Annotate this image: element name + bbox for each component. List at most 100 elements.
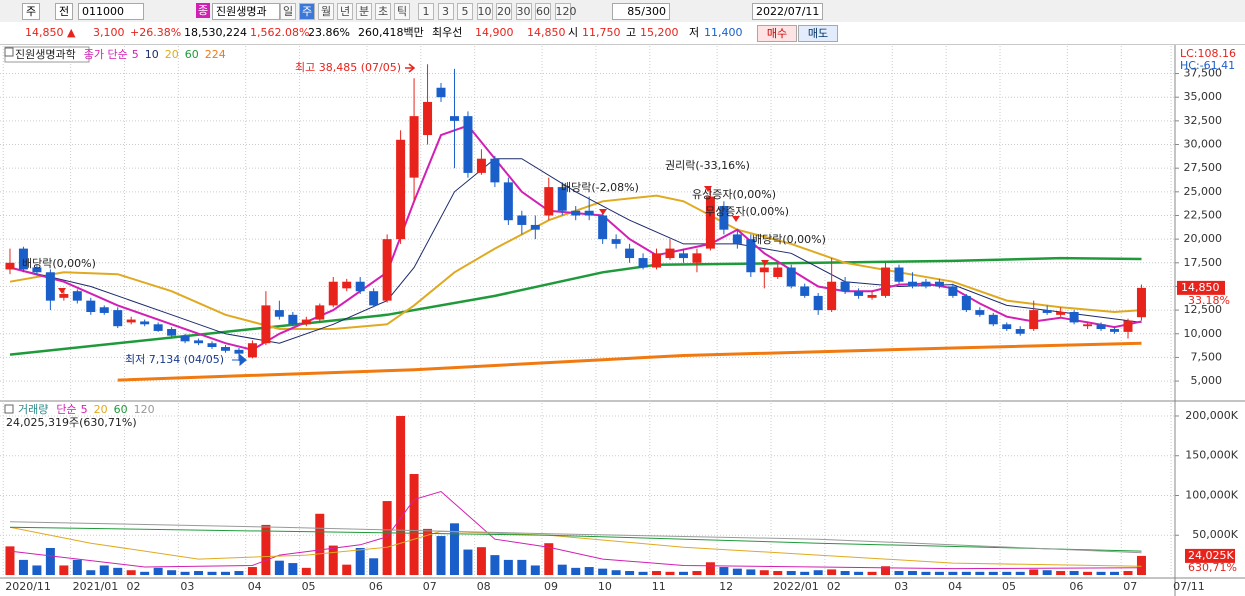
- volume-bar: [355, 547, 365, 575]
- period-button[interactable]: 년: [337, 3, 353, 20]
- volume-bar: [907, 571, 917, 575]
- candle-body: [638, 258, 648, 268]
- candle-body: [301, 319, 311, 325]
- candle-body: [894, 267, 904, 282]
- volume-bar: [5, 546, 15, 575]
- last-volume-box: [1185, 548, 1235, 563]
- volume-bar: [301, 567, 311, 575]
- open: 11,750: [582, 26, 621, 39]
- count[interactable]: 85/300: [612, 3, 670, 20]
- interval-button[interactable]: 3: [437, 3, 454, 20]
- candle-body: [247, 343, 257, 358]
- volume-bar: [732, 568, 742, 575]
- volume-bar: [167, 570, 177, 575]
- candle-body: [59, 294, 69, 298]
- volume-bar: [638, 571, 648, 575]
- x-tick-label: 07/11: [1173, 580, 1205, 593]
- candle-body: [800, 286, 810, 296]
- y-tick-label: 37,500: [1184, 67, 1223, 80]
- candle-body: [5, 262, 15, 270]
- volume-bar: [719, 567, 729, 575]
- interval-button[interactable]: 120: [554, 3, 577, 20]
- period-button[interactable]: 월: [318, 3, 334, 20]
- interval-button[interactable]: 30: [515, 3, 532, 20]
- candle-body: [652, 253, 662, 268]
- turnover: 23.86%: [308, 26, 350, 39]
- x-tick-label: 10: [598, 580, 612, 593]
- interval-button[interactable]: 1: [418, 3, 434, 20]
- candle-body: [746, 239, 756, 273]
- period-button[interactable]: 분: [356, 3, 372, 20]
- volume-bar: [72, 559, 82, 575]
- volume-bar: [557, 564, 567, 575]
- volume-bar: [678, 571, 688, 575]
- volume-bar: [705, 562, 715, 575]
- ma-line: [9, 256, 1142, 356]
- volume-bar: [625, 571, 635, 575]
- period-button[interactable]: 일: [280, 3, 296, 20]
- volume-bar: [665, 571, 675, 575]
- event-marker: [58, 288, 66, 294]
- volume-bar: [1029, 569, 1039, 575]
- legend-box: [4, 47, 14, 57]
- high-label: 고: [626, 26, 637, 39]
- volume-info: 24,025,319주(630,71%): [6, 416, 137, 429]
- y-tick-label: 200,000K: [1185, 409, 1238, 422]
- volume-bar: [867, 571, 877, 575]
- x-tick-label: 02: [126, 580, 140, 593]
- candle-body: [274, 310, 284, 317]
- volume-bar: [813, 570, 823, 575]
- last-price-label: 14,850: [1181, 281, 1220, 294]
- legend-box: [4, 404, 14, 414]
- volume-bar: [220, 571, 230, 575]
- interval-button[interactable]: 60: [535, 3, 551, 20]
- volume-bar: [1002, 571, 1012, 575]
- legend-entry: 5: [132, 48, 139, 61]
- candle-body: [907, 281, 917, 287]
- interval-button[interactable]: 10: [476, 3, 493, 20]
- arrow: [232, 353, 248, 367]
- volume-bar: [369, 558, 379, 575]
- period-select[interactable]: 주: [22, 3, 41, 20]
- period-button[interactable]: 초: [375, 3, 391, 20]
- volume-bar: [800, 571, 810, 575]
- interval-button[interactable]: 5: [457, 3, 473, 20]
- candle-body: [948, 286, 958, 296]
- sell-button[interactable]: 매도: [798, 25, 838, 42]
- date[interactable]: 2022/07/11: [752, 3, 824, 20]
- candle-body: [867, 294, 877, 298]
- ma-line: [9, 124, 1142, 351]
- candle-body: [813, 295, 823, 311]
- period-button[interactable]: 주: [299, 3, 315, 20]
- hc-label: HC:-61.41: [1180, 59, 1235, 72]
- candle-body: [665, 248, 675, 259]
- open-label: 시: [568, 26, 579, 39]
- candle-body: [328, 281, 338, 306]
- code-input[interactable]: 011000: [78, 3, 144, 20]
- volume-bar: [261, 524, 271, 575]
- volume-bar: [126, 570, 136, 575]
- last-price-change: 33.18%: [1188, 294, 1230, 307]
- candle-body: [1015, 329, 1025, 334]
- volume-bar: [881, 566, 891, 575]
- volume-bar: [1015, 571, 1025, 575]
- period-button[interactable]: 틱: [394, 3, 410, 20]
- volume-bar: [773, 571, 783, 575]
- candle-body: [99, 307, 109, 313]
- candle-body: [490, 158, 500, 183]
- volume-bar: [948, 571, 958, 575]
- prev-button[interactable]: 전: [55, 3, 74, 20]
- volume-bar: [409, 474, 419, 575]
- price: 14,850 ▲: [25, 26, 76, 39]
- candle-body: [18, 248, 28, 270]
- y-tick-label: 25,000: [1184, 185, 1223, 198]
- buy-button[interactable]: 매수: [757, 25, 797, 42]
- candle-body: [773, 267, 783, 277]
- volume-bar: [988, 571, 998, 575]
- candle-body: [167, 329, 177, 336]
- interval-button[interactable]: 20: [496, 3, 512, 20]
- candle-body: [261, 305, 271, 344]
- bid: 14,850: [527, 26, 566, 39]
- volume-bar: [746, 569, 756, 575]
- candle-body: [557, 187, 567, 211]
